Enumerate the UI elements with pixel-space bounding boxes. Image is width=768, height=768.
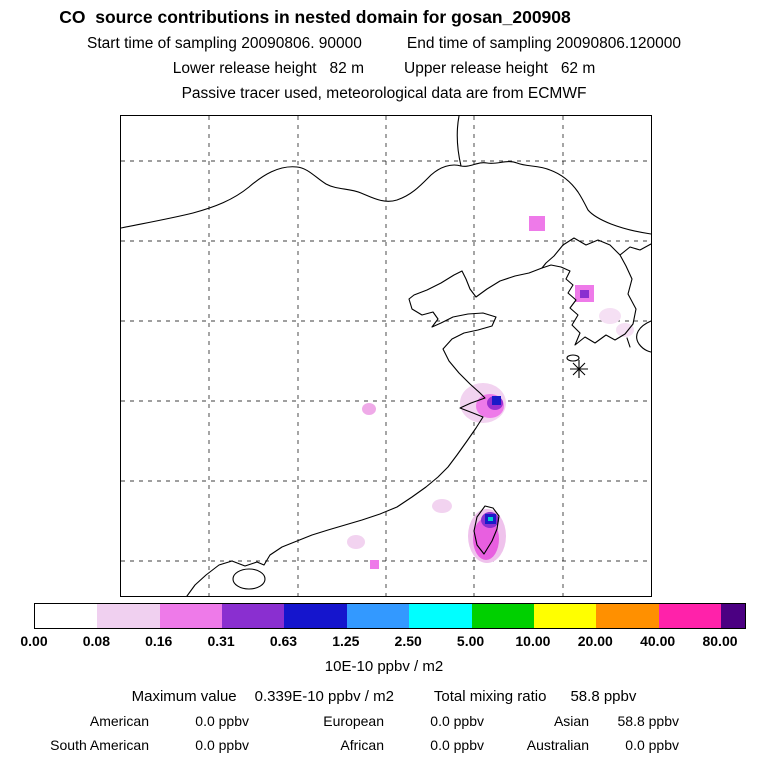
hotspot-layer bbox=[347, 216, 634, 569]
colorbar-segment bbox=[658, 604, 721, 628]
hotspot bbox=[347, 535, 365, 549]
total-mixing-label: Total mixing ratio bbox=[433, 688, 547, 705]
total-mixing-value: 58.8 ppbv bbox=[570, 688, 637, 705]
colorbar-segment bbox=[222, 604, 285, 628]
start-time-text: Start time of sampling 20090806. 90000 bbox=[87, 35, 362, 52]
colorbar-tick-label: 0.63 bbox=[269, 633, 298, 649]
map-panel bbox=[120, 115, 652, 597]
receptor-site-marker bbox=[570, 360, 588, 378]
max-value-label: Maximum value bbox=[131, 688, 237, 705]
grid-lines bbox=[121, 116, 651, 596]
lower-release-text: Lower release height 82 m bbox=[172, 60, 364, 77]
region-label: South American bbox=[50, 737, 149, 753]
hotspot bbox=[599, 308, 621, 324]
colorbar-tick-label: 10.00 bbox=[515, 633, 551, 649]
region-value: 0.0 ppbv bbox=[430, 713, 484, 729]
sampling-times-row: Start time of sampling 20090806. 90000 E… bbox=[0, 35, 768, 53]
colorbar-tick-label: 0.08 bbox=[82, 633, 110, 649]
colorbar-segment bbox=[596, 604, 659, 628]
region-label: Australian bbox=[526, 737, 589, 753]
coastline-china bbox=[186, 267, 543, 596]
coastline-korea bbox=[541, 243, 651, 346]
coastline-japan-edge bbox=[636, 320, 651, 353]
hotspot bbox=[580, 290, 589, 298]
colorbar-tick-label: 1.25 bbox=[332, 633, 360, 649]
summary-row: Maximum value 0.339E-10 ppbv / m2 Total … bbox=[0, 688, 768, 705]
region-contributions: American 0.0 ppbv European 0.0 ppbv Asian 58.… bbox=[14, 713, 679, 753]
coastline-jeju bbox=[566, 354, 580, 362]
region-label: European bbox=[323, 713, 384, 729]
border-nk-china bbox=[541, 237, 621, 269]
colorbar-segment bbox=[346, 604, 410, 628]
release-heights-row: Lower release height 82 m Upper release … bbox=[0, 60, 768, 78]
colorbar-tick-label: 80.00 bbox=[702, 633, 738, 649]
coastline-taiwan bbox=[473, 505, 500, 555]
colorbar-segment bbox=[35, 604, 98, 628]
region-value: 0.0 ppbv bbox=[195, 737, 249, 753]
colorbar-segment bbox=[284, 604, 347, 628]
region-value: 0.0 ppbv bbox=[195, 713, 249, 729]
colorbar-segment bbox=[720, 604, 745, 628]
coastline-layer bbox=[121, 116, 651, 596]
colorbar-segment bbox=[97, 604, 160, 628]
upper-release-text: Upper release height 62 m bbox=[404, 60, 596, 77]
colorbar-tick-label: 0.00 bbox=[20, 633, 48, 649]
colorbar-segment bbox=[409, 604, 472, 628]
border-mongolia-russia bbox=[121, 161, 651, 235]
region-label: American bbox=[89, 713, 149, 729]
colorbar-tick-label: 0.16 bbox=[145, 633, 173, 649]
map-canvas bbox=[121, 116, 651, 596]
coastline-tsushima bbox=[626, 337, 631, 348]
region-value: 0.0 ppbv bbox=[430, 737, 484, 753]
region-label: Asian bbox=[553, 713, 589, 729]
hotspot bbox=[370, 560, 379, 569]
colorbar-ticks: 0.00 0.08 0.16 0.31 0.63 1.25 2.50 5.00 10.00 20.… bbox=[20, 633, 750, 651]
border-branch-north bbox=[456, 116, 462, 167]
hotspot bbox=[616, 323, 634, 337]
figure-title: CO source contributions in nested domain… bbox=[59, 7, 571, 27]
max-value: 0.339E-10 ppbv / m2 bbox=[254, 688, 394, 705]
hotspot bbox=[488, 517, 493, 521]
colorbar-tick-label: 20.00 bbox=[577, 633, 613, 649]
region-label: African bbox=[340, 737, 384, 753]
region-value: 0.0 ppbv bbox=[625, 737, 679, 753]
coastline-hainan bbox=[232, 568, 266, 590]
hotspot bbox=[432, 499, 452, 513]
colorbar-tick-label: 0.31 bbox=[207, 633, 235, 649]
end-time-text: End time of sampling 20090806.120000 bbox=[406, 35, 681, 52]
colorbar-segment bbox=[159, 604, 223, 628]
colorbar bbox=[34, 603, 746, 629]
colorbar-tick-label: 40.00 bbox=[640, 633, 676, 649]
colorbar-segment bbox=[471, 604, 534, 628]
hotspot bbox=[362, 403, 376, 415]
colorbar-tick-label: 2.50 bbox=[394, 633, 422, 649]
region-value: 58.8 ppbv bbox=[617, 713, 680, 729]
hotspot bbox=[529, 216, 545, 231]
tracer-note-text: Passive tracer used, meteorological data… bbox=[181, 85, 587, 102]
hotspot bbox=[492, 396, 501, 405]
marker-line bbox=[572, 362, 586, 376]
colorbar-unit-label: 10E-10 ppbv / m2 bbox=[324, 658, 444, 675]
colorbar-segment bbox=[533, 604, 597, 628]
colorbar-tick-label: 5.00 bbox=[456, 633, 485, 649]
hotspot bbox=[473, 518, 499, 560]
